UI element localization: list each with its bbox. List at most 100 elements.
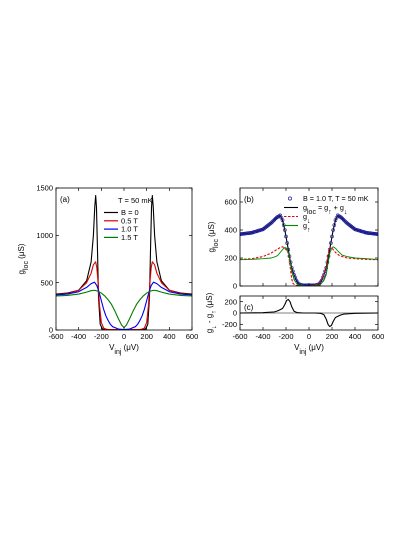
data-point <box>270 220 275 224</box>
label-part: (μS) <box>207 221 216 239</box>
y-axis-label: gloc (μS) <box>17 243 30 274</box>
legend-entry: g↑ <box>303 221 311 234</box>
x-tick-label: 400 <box>163 332 176 341</box>
data-point <box>271 218 276 223</box>
label-part: ↑ <box>211 310 218 314</box>
data-point <box>322 272 326 277</box>
marker-series <box>240 213 378 286</box>
x-tick-label: 0 <box>307 332 311 341</box>
label-part: g <box>205 329 214 333</box>
x-tick-label: 600 <box>372 332 385 341</box>
label-part: loc <box>213 239 220 248</box>
label-part: g <box>303 212 307 221</box>
data-point <box>330 234 334 239</box>
x-axis-label: Vinj (μV) <box>109 343 139 356</box>
data-point <box>332 223 337 227</box>
panel-label: (a) <box>60 195 70 204</box>
data-point <box>343 220 348 224</box>
x-tick-label: 0 <box>122 332 126 341</box>
label-part: B = 1.0 T, T = 50 mK <box>303 194 369 203</box>
label-part: = g <box>316 203 328 212</box>
data-point <box>283 228 287 232</box>
label-part: g <box>303 203 307 212</box>
data-point <box>280 218 285 222</box>
data-point <box>284 234 288 239</box>
y-axis-label: gloc (μS) <box>207 221 220 252</box>
label-part: ↓ <box>307 218 311 225</box>
series-line-b-2 <box>240 246 378 286</box>
data-point <box>342 218 347 223</box>
y-tick-label: 500 <box>40 278 53 287</box>
x-tick-label: -600 <box>232 332 247 341</box>
x-tick-label: 400 <box>349 332 362 341</box>
data-point <box>303 283 308 286</box>
y-tick-label: 1000 <box>36 231 53 240</box>
legend-entry: 0.5 T <box>121 216 138 225</box>
label-part: V <box>109 343 115 352</box>
label-part: ↓ <box>344 209 348 216</box>
x-tick-label: -200 <box>278 332 293 341</box>
y-tick-label: 200 <box>224 254 237 263</box>
legend-entry: B = 0 <box>121 208 139 217</box>
label-part: g <box>303 221 307 230</box>
label-part: ↑ <box>307 227 311 234</box>
data-point <box>291 269 295 274</box>
legend-entry: 1.0 T <box>121 225 138 234</box>
legend-entry: g↓ <box>303 212 311 225</box>
label-part: (μV) <box>121 343 139 352</box>
y-tick-label: 0 <box>233 282 237 291</box>
y-axis-label: g↓ - g↑ (μS) <box>205 292 218 333</box>
data-point <box>240 232 242 236</box>
data-point <box>273 216 278 221</box>
x-tick-label: -200 <box>94 332 109 341</box>
legend-marker <box>288 196 292 201</box>
series-line-a-2 <box>56 281 192 330</box>
series-line-b-3 <box>240 246 378 286</box>
chart-panel-a: -600 -400 -200 0 200 400 600 0 500 1000 1500 (a) Vin… <box>17 184 198 356</box>
y-tick-label: 0 <box>49 326 53 335</box>
y-tick-label: 400 <box>224 226 237 235</box>
data-point <box>269 221 273 225</box>
panel-label: (b) <box>244 195 254 204</box>
label-part: g <box>207 248 216 252</box>
data-point <box>285 241 289 245</box>
y-tick-label: 1500 <box>36 184 53 193</box>
y-tick-label: 600 <box>224 198 237 207</box>
label-part: g <box>17 270 26 274</box>
data-point <box>331 228 335 232</box>
label-part: V <box>294 343 300 352</box>
label-part: - g <box>205 314 214 326</box>
data-point <box>329 241 333 245</box>
label-part: loc <box>307 209 316 216</box>
annotation-text: T = 50 mK <box>118 196 153 205</box>
y-tick-label: 200 <box>224 297 237 306</box>
series-line-a-3 <box>56 289 192 329</box>
legend-entry: gloc = g↑ + g↓ <box>303 203 347 216</box>
label-part: loc <box>23 261 30 270</box>
y-tick-label: -200 <box>222 320 237 329</box>
x-tick-label: -600 <box>48 332 63 341</box>
label-part: ↑ <box>328 209 332 216</box>
label-part: + g <box>332 203 344 212</box>
series-line-c-0 <box>240 298 378 328</box>
label-part: (μS) <box>205 292 214 310</box>
label-part: inj <box>299 349 306 356</box>
label-part: (μV) <box>306 343 324 352</box>
x-tick-label: -400 <box>255 332 270 341</box>
data-point <box>272 217 277 222</box>
x-tick-label: -400 <box>71 332 86 341</box>
x-tick-label: 200 <box>326 332 339 341</box>
label-part: ↓ <box>211 325 218 329</box>
label-part: (μS) <box>17 243 26 261</box>
label-part: inj <box>114 349 121 356</box>
data-point <box>340 216 345 221</box>
legend-entry: B = 1.0 T, T = 50 mK <box>303 194 369 203</box>
data-point <box>339 215 344 220</box>
x-tick-label: 200 <box>140 332 153 341</box>
data-point <box>341 217 346 222</box>
chart-panel-c: -600 -400 -200 0 200 400 600 -200 0 200 (c) Vinj (μ… <box>205 292 384 355</box>
x-tick-label: 600 <box>186 332 199 341</box>
data-point <box>376 232 378 236</box>
